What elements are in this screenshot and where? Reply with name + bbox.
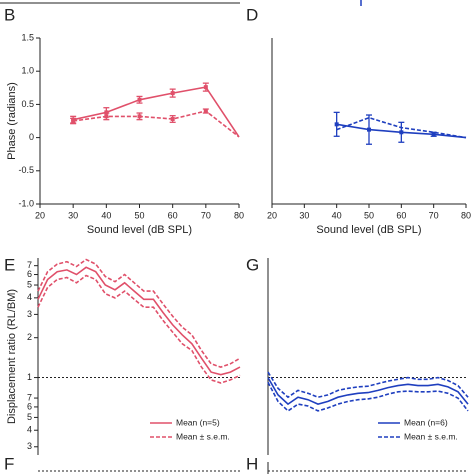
y-tick-label: -0.5 [18, 165, 34, 175]
series-line [37, 266, 241, 376]
legend-label: Mean (n=5) [176, 417, 220, 427]
y-tick-label: 3 [27, 441, 32, 451]
series-line [267, 371, 469, 399]
x-tick-label: 70 [201, 210, 211, 220]
y-tick-label: -1.0 [18, 198, 34, 208]
series-line [267, 377, 469, 406]
panel-letter: B [4, 5, 15, 24]
x-axis-label: Sound level (dB SPL) [316, 224, 421, 236]
x-tick-label: 80 [234, 210, 244, 220]
x-axis-label: Sound level (dB SPL) [87, 224, 192, 236]
y-axis-label: Phase (radians) [6, 82, 18, 160]
x-tick-label: 20 [267, 210, 277, 220]
x-tick-label: 20 [35, 210, 45, 220]
x-tick-label: 60 [396, 210, 406, 220]
x-tick-label: 60 [168, 210, 178, 220]
panel-letter: D [246, 5, 258, 24]
legend-label: Mean ± s.e.m. [176, 431, 230, 441]
point [170, 117, 175, 122]
x-tick-label: 30 [299, 210, 309, 220]
x-tick-label: 50 [364, 210, 374, 220]
y-axis-label: Displacement ratio (RL/BM) [6, 289, 18, 424]
x-tick-label: 50 [134, 210, 144, 220]
panel-letter: F [4, 454, 14, 473]
point [104, 110, 109, 115]
x-tick-label: 30 [68, 210, 78, 220]
y-tick-label: 5 [27, 279, 32, 289]
x-tick-label: 40 [101, 210, 111, 220]
y-tick-label: 1.0 [21, 66, 34, 76]
point [71, 119, 76, 123]
point [334, 122, 339, 127]
y-tick-label: 7 [27, 260, 32, 270]
point [137, 97, 142, 102]
x-tick-label: 80 [461, 210, 471, 220]
series-line [37, 258, 241, 368]
panel-letter: G [246, 255, 259, 274]
panel-letter: E [4, 255, 15, 274]
y-tick-label: 0.5 [21, 99, 34, 109]
point [203, 85, 208, 90]
x-tick-label: 70 [429, 210, 439, 220]
point [431, 132, 436, 137]
y-tick-label: 0 [29, 132, 34, 142]
point [399, 130, 404, 135]
point [104, 114, 109, 119]
series-line [37, 274, 241, 384]
legend-label: Mean (n=6) [404, 417, 448, 427]
series-line [336, 116, 467, 139]
series-line [73, 86, 240, 138]
panel-letter: H [246, 454, 258, 473]
x-tick-label: 40 [332, 210, 342, 220]
y-tick-label: 2 [27, 332, 32, 342]
y-tick-label: 6 [27, 269, 32, 279]
point [203, 109, 208, 114]
y-tick-label: 6 [27, 401, 32, 411]
point [170, 91, 175, 96]
point [367, 127, 371, 132]
series-line [73, 110, 240, 138]
y-tick-label: 3 [27, 309, 32, 319]
series-line [267, 381, 469, 412]
point [137, 114, 142, 119]
y-tick-label: 7 [27, 392, 32, 402]
y-tick-label: 1.5 [21, 32, 34, 42]
y-tick-label: 4 [27, 425, 32, 435]
y-tick-label: 4 [27, 292, 32, 302]
y-tick-label: 5 [27, 412, 32, 422]
legend-label: Mean ± s.e.m. [404, 431, 458, 441]
y-tick-label: 1 [27, 372, 32, 382]
